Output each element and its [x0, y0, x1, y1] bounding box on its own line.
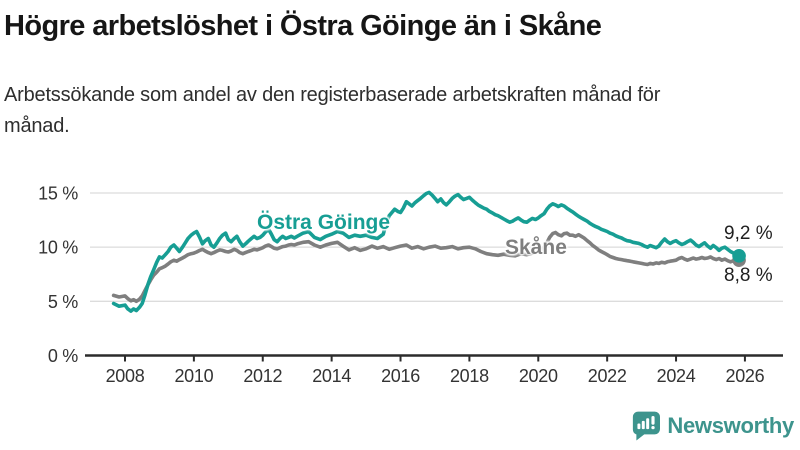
end-value-ostra-goinge: 9,2 % — [724, 223, 773, 244]
chart-subtitle: Arbetssökande som andel av den registerb… — [4, 84, 661, 137]
logo-exclamation-dot — [651, 425, 656, 429]
newsworthy-logo: Newsworthy — [632, 410, 794, 442]
end-value-skane: 8,8 % — [724, 265, 773, 286]
y-tick-label: 15 % — [38, 183, 78, 203]
logo-exclamation-bar — [651, 415, 655, 425]
x-axis: 0 % 5 % 10 % 15 % 2008 2010 2012 2014 2016 2018 20… — [38, 183, 783, 386]
series-label-ostra-goinge: Östra Göinge — [257, 211, 391, 234]
newsworthy-logo-text: Newsworthy — [667, 413, 794, 438]
x-tick-label: 2026 — [725, 366, 764, 386]
y-tick-label: 5 % — [48, 292, 78, 312]
end-dot--stra-g-inge — [732, 249, 746, 263]
x-tick-label: 2010 — [174, 366, 213, 386]
x-tick-label: 2008 — [106, 366, 145, 386]
page-title: Högre arbetslöshet i Östra Göinge än i S… — [4, 10, 602, 42]
x-tick-label: 2020 — [519, 366, 558, 386]
newsworthy-logo-icon — [633, 411, 661, 440]
x-tick-label: 2024 — [657, 366, 696, 386]
line--stra-g-inge — [111, 190, 741, 313]
x-tick-label: 2016 — [381, 366, 420, 386]
logo-bar-medium — [642, 420, 646, 429]
x-tick-label: 2014 — [312, 366, 351, 386]
y-tick-label: 0 % — [48, 346, 78, 366]
series-label-skane: Skåne — [505, 236, 567, 259]
logo-bar-large — [646, 417, 650, 429]
logo-bar-small — [637, 422, 641, 429]
x-tick-label: 2018 — [450, 366, 489, 386]
y-tick-label: 10 % — [38, 238, 78, 258]
x-tick-label: 2012 — [243, 366, 282, 386]
series-lines — [111, 190, 746, 313]
line-sk-ne — [111, 230, 741, 304]
x-tick-label: 2022 — [588, 366, 627, 386]
